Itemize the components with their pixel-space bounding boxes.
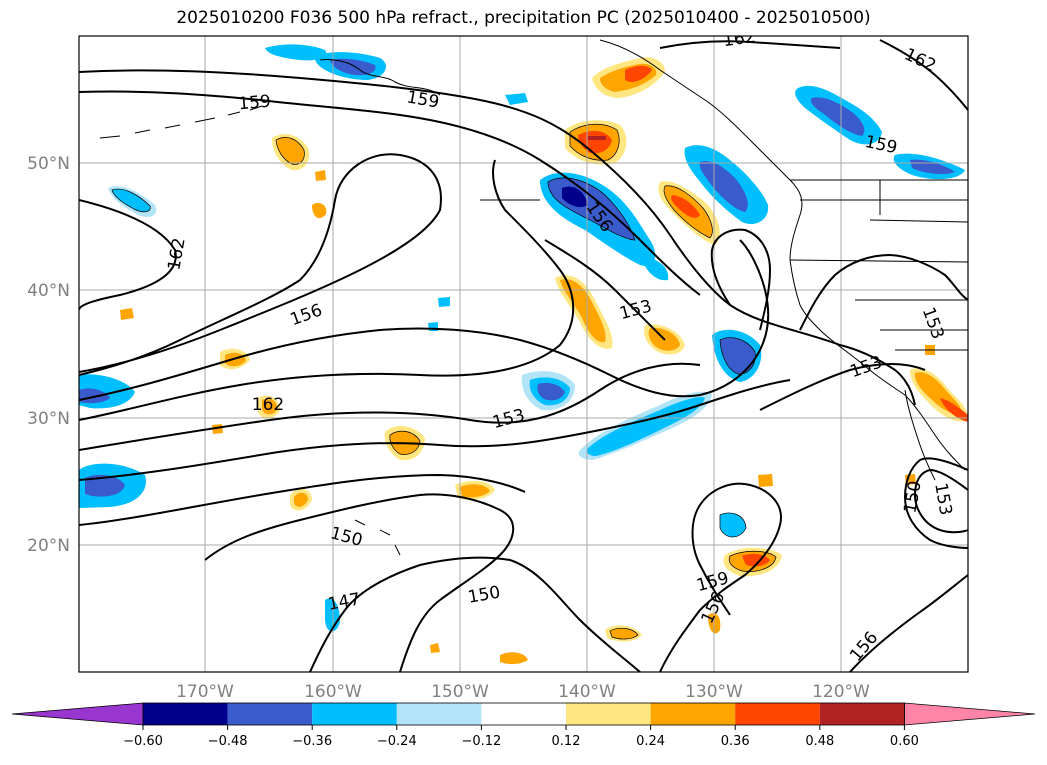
lon-label: 160°W — [304, 682, 362, 702]
lon-label: 130°W — [685, 682, 743, 702]
contour-label: 162 — [252, 395, 284, 415]
colorbar-extend-high — [904, 702, 1036, 726]
contour-label: 159 — [238, 92, 272, 115]
colorbar-frame — [142, 702, 905, 726]
colorbar-tick-label: −0.12 — [461, 734, 501, 749]
colorbar-tick-label: 0.60 — [890, 734, 919, 749]
lat-label: 30°N — [27, 409, 70, 429]
colorbar-segment — [735, 703, 820, 725]
lat-label: 40°N — [27, 281, 70, 301]
longitude-labels: 170°W 160°W 150°W 140°W 130°W 120°W — [176, 682, 870, 702]
map-frame — [78, 35, 969, 673]
lat-label: 50°N — [27, 154, 70, 174]
gridlines — [79, 36, 968, 672]
contour-label: 162 — [722, 27, 757, 51]
colorbar-tick-label: 0.48 — [805, 734, 834, 749]
lon-label: 140°W — [558, 682, 616, 702]
colorbar-tick-label: −0.24 — [377, 734, 417, 749]
colorbar-segment — [396, 703, 482, 725]
colorbar-tick-label: −0.60 — [123, 734, 163, 749]
colorbar-tick-label: 0.36 — [721, 734, 750, 749]
colorbar-tick-label: 0.12 — [552, 734, 581, 749]
colorbar-segment — [143, 703, 228, 725]
colorbar-tick-label: 0.24 — [636, 734, 665, 749]
lat-label: 20°N — [27, 536, 70, 556]
colorbar-segment — [312, 703, 397, 725]
coastlines — [99, 39, 968, 556]
lon-label: 120°W — [812, 682, 870, 702]
map-title: 2025010200 F036 500 hPa refract., precip… — [176, 8, 871, 28]
lon-label: 150°W — [431, 682, 489, 702]
colorbar-tick-label: −0.36 — [292, 734, 332, 749]
map-background — [79, 36, 968, 672]
lon-label: 170°W — [176, 682, 234, 702]
colorbar-segment — [227, 703, 313, 725]
colorbar-segment — [566, 703, 651, 725]
colorbar-tick-label: −0.48 — [208, 734, 248, 749]
colorbar-extend-low — [11, 702, 144, 726]
latitude-labels: 50°N 40°N 30°N 20°N — [27, 154, 70, 556]
colorbar-segment — [819, 703, 905, 725]
refractivity-contours — [79, 39, 968, 672]
colorbar-segment — [481, 703, 566, 725]
colorbar: −0.60 −0.48 −0.36 −0.24 −0.12 0.12 0.24 0.36 0.4… — [11, 702, 1036, 749]
precip-shading — [79, 44, 968, 665]
colorbar-segment — [650, 703, 736, 725]
